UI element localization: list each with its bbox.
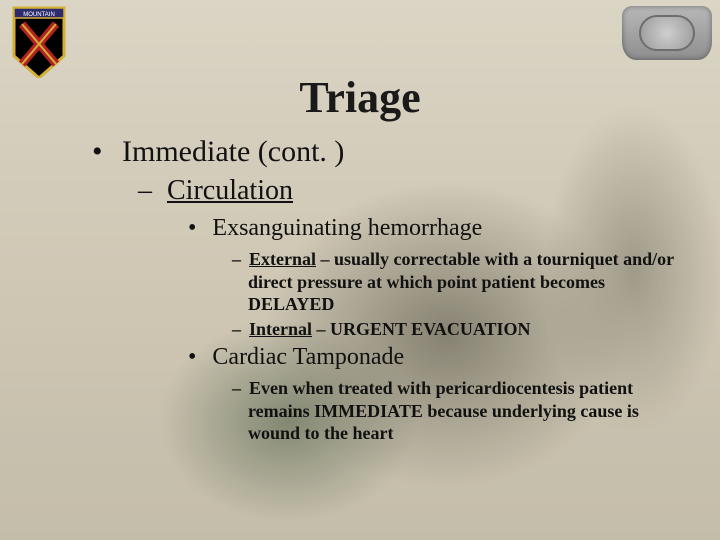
slide-content: Triage Immediate (cont. ) Circulation Ex… — [0, 0, 720, 445]
l4b-lead: Internal — [249, 319, 312, 339]
l1-text: Immediate (cont. ) — [122, 135, 344, 168]
bullet-level-4: External – usually correctable with a to… — [188, 248, 696, 340]
l3a-text: Exsanguinating hemorrhage — [212, 215, 482, 241]
l1-immediate: Immediate (cont. ) Circulation Exsanguin… — [92, 135, 696, 445]
bullet-level-4b: Even when treated with pericardiocentesi… — [188, 377, 696, 445]
l3b-text: Cardiac Tamponade — [212, 344, 404, 370]
bullet-level-1: Immediate (cont. ) Circulation Exsanguin… — [0, 135, 720, 445]
l4c-text: Even when treated with pericardiocentesi… — [248, 378, 639, 443]
l2-circulation: Circulation Exsanguinating hemorrhage Ex… — [138, 175, 696, 445]
l4a-lead: External — [249, 249, 316, 269]
bullet-level-3: Exsanguinating hemorrhage External – usu… — [138, 215, 696, 445]
l4-external: External – usually correctable with a to… — [232, 248, 692, 316]
l4-pericardio: Even when treated with pericardiocentesi… — [232, 377, 692, 445]
l3-tamponade: Cardiac Tamponade Even when treated with… — [188, 344, 696, 445]
l4-internal: Internal – URGENT EVACUATION — [232, 318, 692, 341]
l2-text: Circulation — [167, 175, 293, 206]
l3-exsanguinating: Exsanguinating hemorrhage External – usu… — [188, 215, 696, 340]
bullet-level-2: Circulation Exsanguinating hemorrhage Ex… — [92, 175, 696, 445]
l4b-rest: – URGENT EVACUATION — [312, 319, 531, 339]
slide-title: Triage — [0, 72, 720, 123]
